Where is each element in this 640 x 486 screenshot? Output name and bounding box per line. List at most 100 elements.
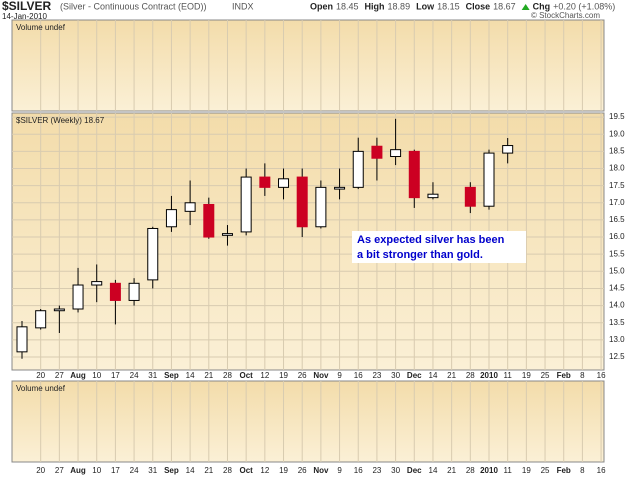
x-tick-label: 16 (597, 371, 606, 380)
x-tick-label: 12 (260, 371, 269, 380)
x-tick-label: 23 (372, 466, 381, 475)
x-tick-label: 10 (92, 371, 101, 380)
x-tick-label: 24 (130, 466, 139, 475)
date: 14-Jan-2010 (2, 12, 47, 21)
x-tick-label: Sep (164, 466, 179, 475)
y-tick-label: 19.5 (609, 112, 625, 121)
candle-body (147, 227, 159, 281)
x-tick-label: 23 (372, 371, 381, 380)
x-tick-label: Feb (557, 466, 571, 475)
candle-body (91, 281, 103, 286)
candle-body (53, 308, 65, 312)
subtitle: (Silver - Continuous Contract (EOD)) (60, 1, 207, 11)
x-tick-label: 10 (92, 466, 101, 475)
x-tick-label: 14 (429, 466, 438, 475)
x-tick-label: 19 (522, 371, 531, 380)
x-tick-label: 14 (186, 466, 195, 475)
x-tick-label: 21 (447, 371, 456, 380)
x-tick-label: 16 (354, 371, 363, 380)
candle-body (371, 145, 383, 159)
candle-body (128, 282, 140, 301)
x-tick-label: 2010 (480, 466, 498, 475)
symbol: $SILVER (2, 0, 51, 13)
x-tick-label: 16 (597, 466, 606, 475)
x-tick-label: 20 (36, 466, 45, 475)
x-tick-label: 8 (580, 371, 585, 380)
y-tick-label: 19.0 (609, 129, 625, 138)
x-tick-label: 12 (260, 466, 269, 475)
y-tick-label: 16.5 (609, 215, 625, 224)
y-tick-label: 17.5 (609, 181, 625, 190)
candle-body (259, 176, 271, 188)
x-tick-label: 9 (337, 371, 342, 380)
x-tick-label: 19 (279, 371, 288, 380)
candle-body (165, 209, 177, 228)
x-tick-label: 27 (55, 466, 64, 475)
annotation-box (352, 231, 526, 263)
y-tick-label: 15.0 (609, 266, 625, 275)
quote-label: Close (466, 1, 491, 11)
candle-body (72, 284, 84, 310)
x-tick-label: 11 (504, 466, 513, 475)
quote-value: +0.20 (+1.08%) (553, 1, 615, 11)
candle-body (240, 176, 252, 233)
x-tick-label: 14 (186, 371, 195, 380)
x-tick-label: 30 (391, 371, 400, 380)
x-tick-label: 8 (580, 466, 585, 475)
candle-body (427, 193, 439, 199)
x-tick-label: Aug (70, 371, 86, 380)
volume-panel (11, 19, 605, 112)
x-tick-label: 25 (541, 371, 550, 380)
annotation-line: As expected silver has been (357, 234, 505, 246)
x-tick-label: 14 (429, 371, 438, 380)
quote-label: High (365, 1, 385, 11)
candle-body (334, 186, 346, 190)
x-tick-label: 2010 (480, 371, 498, 380)
x-tick-label: 20 (36, 371, 45, 380)
x-tick-label: 31 (148, 371, 157, 380)
x-tick-label: Nov (313, 371, 329, 380)
quote-label: Low (416, 1, 435, 11)
y-tick-label: 16.0 (609, 232, 625, 241)
x-tick-label: 28 (466, 371, 475, 380)
x-tick-label: 26 (298, 466, 307, 475)
candle-body (408, 150, 420, 199)
x-tick-label: 11 (504, 371, 513, 380)
price-label: $SILVER (Weekly) 18.67 (16, 116, 105, 125)
annotation-line: a bit stronger than gold. (357, 249, 483, 261)
y-tick-label: 14.0 (609, 301, 625, 310)
candle-body (315, 186, 327, 228)
candle-body (390, 149, 402, 158)
x-tick-label: Feb (557, 371, 571, 380)
volume-panel (11, 380, 605, 463)
x-tick-label: 30 (391, 466, 400, 475)
quote-label: Chg (533, 1, 551, 11)
y-tick-label: 13.5 (609, 318, 625, 327)
x-tick-label: 17 (111, 466, 120, 475)
x-tick-label: 21 (204, 371, 213, 380)
x-tick-label: 21 (204, 466, 213, 475)
candle-body (296, 176, 308, 228)
x-tick-label: 27 (55, 371, 64, 380)
candle-body (109, 282, 121, 301)
candle-body (16, 326, 28, 353)
y-tick-label: 18.5 (609, 146, 625, 155)
quote-value: 18.89 (388, 1, 411, 11)
x-tick-label: 28 (223, 371, 232, 380)
x-tick-label: 17 (111, 371, 120, 380)
x-tick-label: Aug (70, 466, 86, 475)
up-arrow (521, 4, 530, 10)
x-tick-label: 9 (337, 466, 342, 475)
quote-value: 18.15 (437, 1, 460, 11)
x-tick-label: Oct (239, 466, 253, 475)
x-tick-label: 28 (223, 466, 232, 475)
x-tick-label: 16 (354, 466, 363, 475)
quote-value: 18.45 (336, 1, 359, 11)
x-tick-label: 19 (279, 466, 288, 475)
x-tick-label: 24 (130, 371, 139, 380)
volume-label: Volume undef (16, 384, 66, 393)
candle-body (221, 233, 233, 236)
x-tick-label: 19 (522, 466, 531, 475)
y-tick-label: 14.5 (609, 284, 625, 293)
